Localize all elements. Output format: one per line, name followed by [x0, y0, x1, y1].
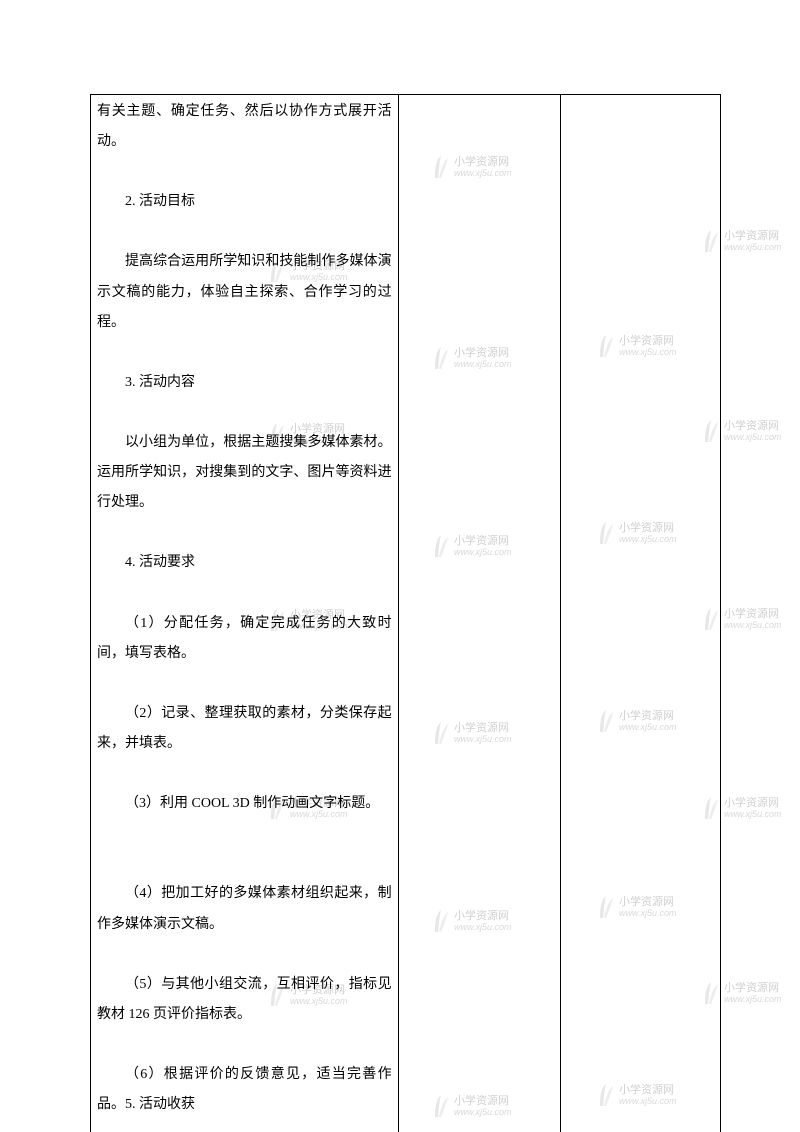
paragraph: （2）记录、整理获取的素材，分类保存起来，并填表。	[97, 699, 392, 759]
table-cell-empty-2	[561, 95, 721, 1132]
page: 小学资源网www.xj5u.com小学资源网www.xj5u.com小学资源网w…	[0, 0, 800, 1132]
blank-line	[97, 157, 392, 187]
blank-line	[97, 1120, 392, 1132]
watermark-text-url: www.xj5u.com	[724, 995, 782, 1004]
paragraph: （4）把加工好的多媒体素材组织起来，制作多媒体演示文稿。	[97, 879, 392, 939]
blank-line	[97, 759, 392, 789]
watermark-text-cn: 小学资源网	[724, 231, 782, 242]
watermark-text-cn: 小学资源网	[724, 609, 782, 620]
blank-line	[97, 338, 392, 368]
watermark-text-url: www.xj5u.com	[724, 810, 782, 819]
lesson-content: 有关主题、确定任务、然后以协作方式展开活动。 2. 活动目标 提高综合运用所学知…	[91, 95, 398, 1132]
paragraph: （5）与其他小组交流，互相评价，指标见教材 126 页评价指标表。	[97, 970, 392, 1030]
content-table: 有关主题、确定任务、然后以协作方式展开活动。 2. 活动目标 提高综合运用所学知…	[90, 94, 721, 1132]
table-cell-empty-1	[398, 95, 561, 1132]
blank-line	[97, 579, 392, 609]
blank-line	[97, 669, 392, 699]
watermark-text-url: www.xj5u.com	[724, 433, 782, 442]
watermark-text-cn: 小学资源网	[724, 421, 782, 432]
paragraph: （6）根据评价的反馈意见，适当完善作品。5. 活动收获	[97, 1060, 392, 1120]
watermark-text-cn: 小学资源网	[724, 983, 782, 994]
paragraph: （1）分配任务，确定完成任务的大致时间，填写表格。	[97, 609, 392, 669]
paragraph: （3）利用 COOL 3D 制作动画文字标题。	[97, 789, 392, 819]
paragraph: 提高综合运用所学知识和技能制作多媒体演示文稿的能力，体验自主探索、合作学习的过程…	[97, 247, 392, 337]
blank-line	[97, 217, 392, 247]
table-cell-content: 有关主题、确定任务、然后以协作方式展开活动。 2. 活动目标 提高综合运用所学知…	[91, 95, 399, 1132]
paragraph: 2. 活动目标	[97, 187, 392, 217]
paragraph: 以小组为单位，根据主题搜集多媒体素材。运用所学知识，对搜集到的文字、图片等资料进…	[97, 428, 392, 518]
paragraph: 有关主题、确定任务、然后以协作方式展开活动。	[97, 97, 392, 157]
watermark-text-cn: 小学资源网	[724, 798, 782, 809]
blank-line	[97, 398, 392, 428]
table-row: 有关主题、确定任务、然后以协作方式展开活动。 2. 活动目标 提高综合运用所学知…	[91, 95, 721, 1132]
paragraph: 4. 活动要求	[97, 548, 392, 578]
paragraph: 3. 活动内容	[97, 368, 392, 398]
blank-line	[97, 940, 392, 970]
watermark-text-url: www.xj5u.com	[724, 621, 782, 630]
blank-line	[97, 1030, 392, 1060]
blank-line	[97, 819, 392, 849]
blank-line	[97, 518, 392, 548]
watermark-text-url: www.xj5u.com	[724, 243, 782, 252]
paragraph	[97, 849, 392, 879]
